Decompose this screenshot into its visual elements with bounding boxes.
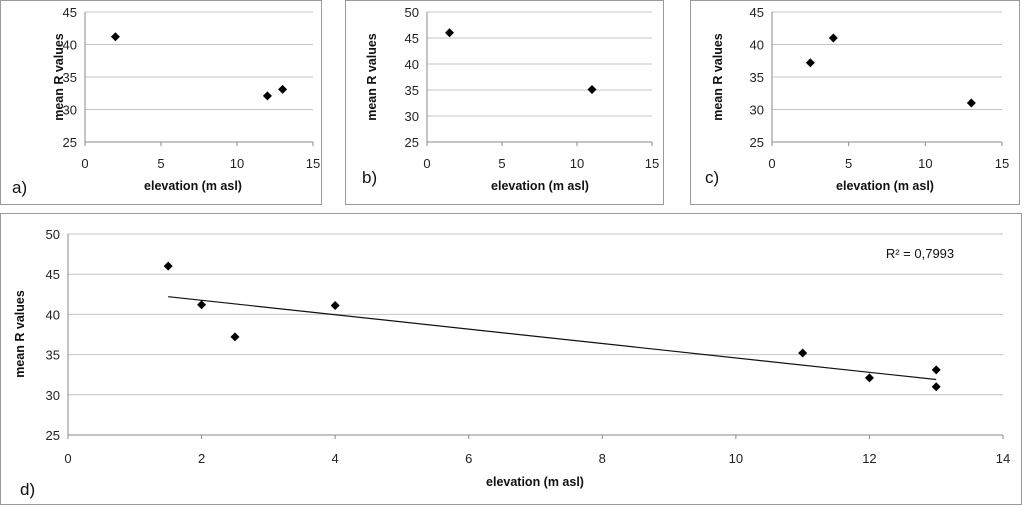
y-tick-label: 45 <box>750 5 764 20</box>
data-point <box>931 365 941 375</box>
x-tick-label: 15 <box>645 156 659 171</box>
data-point <box>966 98 976 108</box>
x-tick-label: 12 <box>862 451 876 466</box>
panel-label: c) <box>705 168 719 187</box>
x-tick-label: 8 <box>599 451 606 466</box>
y-tick-label: 35 <box>750 70 764 85</box>
x-tick-label: 0 <box>423 156 430 171</box>
data-point <box>864 373 874 383</box>
data-point <box>163 261 173 271</box>
x-tick-label: 10 <box>570 156 584 171</box>
x-tick-label: 10 <box>230 156 244 171</box>
chart-panel-c: 25 30 35 40 45 0 5 10 15 elevation (m asl) mean R … <box>690 0 1020 205</box>
y-tick-label: 30 <box>46 388 60 403</box>
data-point <box>587 84 597 94</box>
x-tick-label: 10 <box>918 156 932 171</box>
y-axis-title: mean R values <box>365 33 379 121</box>
x-tick-label: 10 <box>729 451 743 466</box>
x-tick-label: 15 <box>306 156 320 171</box>
y-tick-label: 40 <box>46 307 60 322</box>
x-tick-label: 5 <box>498 156 505 171</box>
panel-label: a) <box>12 178 27 197</box>
x-tick-label: 0 <box>64 451 71 466</box>
panel-label: d) <box>20 480 35 499</box>
data-point <box>445 28 454 38</box>
x-tick-label: 6 <box>465 451 472 466</box>
y-tick-label: 25 <box>46 428 60 443</box>
x-axis-title: elevation (m asl) <box>836 179 934 193</box>
y-tick-label: 45 <box>46 267 60 282</box>
panel-border <box>0 0 322 205</box>
y-tick-label: 25 <box>750 135 764 150</box>
y-tick-label: 40 <box>405 57 419 72</box>
chart-panel-b: 25 30 35 40 45 50 0 5 10 15 elevation (m asl) mean … <box>345 0 664 205</box>
data-point <box>828 33 838 43</box>
x-axis-title: elevation (m asl) <box>144 179 242 193</box>
x-axis-title: elevation (m asl) <box>491 179 589 193</box>
y-tick-label: 40 <box>63 38 77 53</box>
y-tick-label: 35 <box>46 348 60 363</box>
y-tick-label: 45 <box>405 31 419 46</box>
data-point <box>330 301 340 311</box>
x-tick-label: 2 <box>198 451 205 466</box>
trendline <box>168 296 937 381</box>
y-tick-label: 35 <box>63 70 77 85</box>
data-point <box>278 84 288 94</box>
x-tick-label: 4 <box>332 451 339 466</box>
x-tick-label: 0 <box>81 156 88 171</box>
x-tick-label: 15 <box>995 156 1009 171</box>
y-tick-label: 25 <box>63 135 77 150</box>
data-point <box>798 348 808 358</box>
data-point <box>262 91 272 101</box>
panel-border <box>690 0 1020 205</box>
data-point <box>197 300 207 310</box>
x-tick-label: 0 <box>768 156 775 171</box>
chart-panel-a: 25 30 35 40 45 0 5 10 15 elevation (m asl) mean R … <box>0 0 322 205</box>
y-tick-label: 25 <box>405 135 419 150</box>
y-axis-title: mean R values <box>52 33 66 121</box>
y-tick-label: 50 <box>46 227 60 242</box>
data-point <box>931 382 941 392</box>
chart-panel-d: 25 30 35 40 45 50 0 2 4 6 8 10 12 14 elevation (m asl)… <box>0 213 1022 505</box>
y-tick-label: 45 <box>63 5 77 20</box>
y-axis-title: mean R values <box>13 290 27 378</box>
x-axis-title: elevation (m asl) <box>486 475 584 489</box>
y-tick-label: 40 <box>750 38 764 53</box>
r-squared-annotation: R² = 0,7993 <box>886 246 954 261</box>
y-tick-label: 30 <box>750 103 764 118</box>
x-tick-label: 5 <box>157 156 164 171</box>
x-tick-label: 5 <box>845 156 852 171</box>
y-tick-label: 30 <box>405 109 419 124</box>
data-point <box>805 58 815 68</box>
x-tick-label: 14 <box>996 451 1010 466</box>
y-axis-title: mean R values <box>711 33 725 121</box>
data-point <box>230 332 240 342</box>
y-tick-label: 30 <box>63 103 77 118</box>
data-point <box>110 32 120 42</box>
y-tick-label: 50 <box>405 5 419 20</box>
panel-label: b) <box>362 168 377 187</box>
panel-border <box>345 0 664 205</box>
y-tick-label: 35 <box>405 83 419 98</box>
